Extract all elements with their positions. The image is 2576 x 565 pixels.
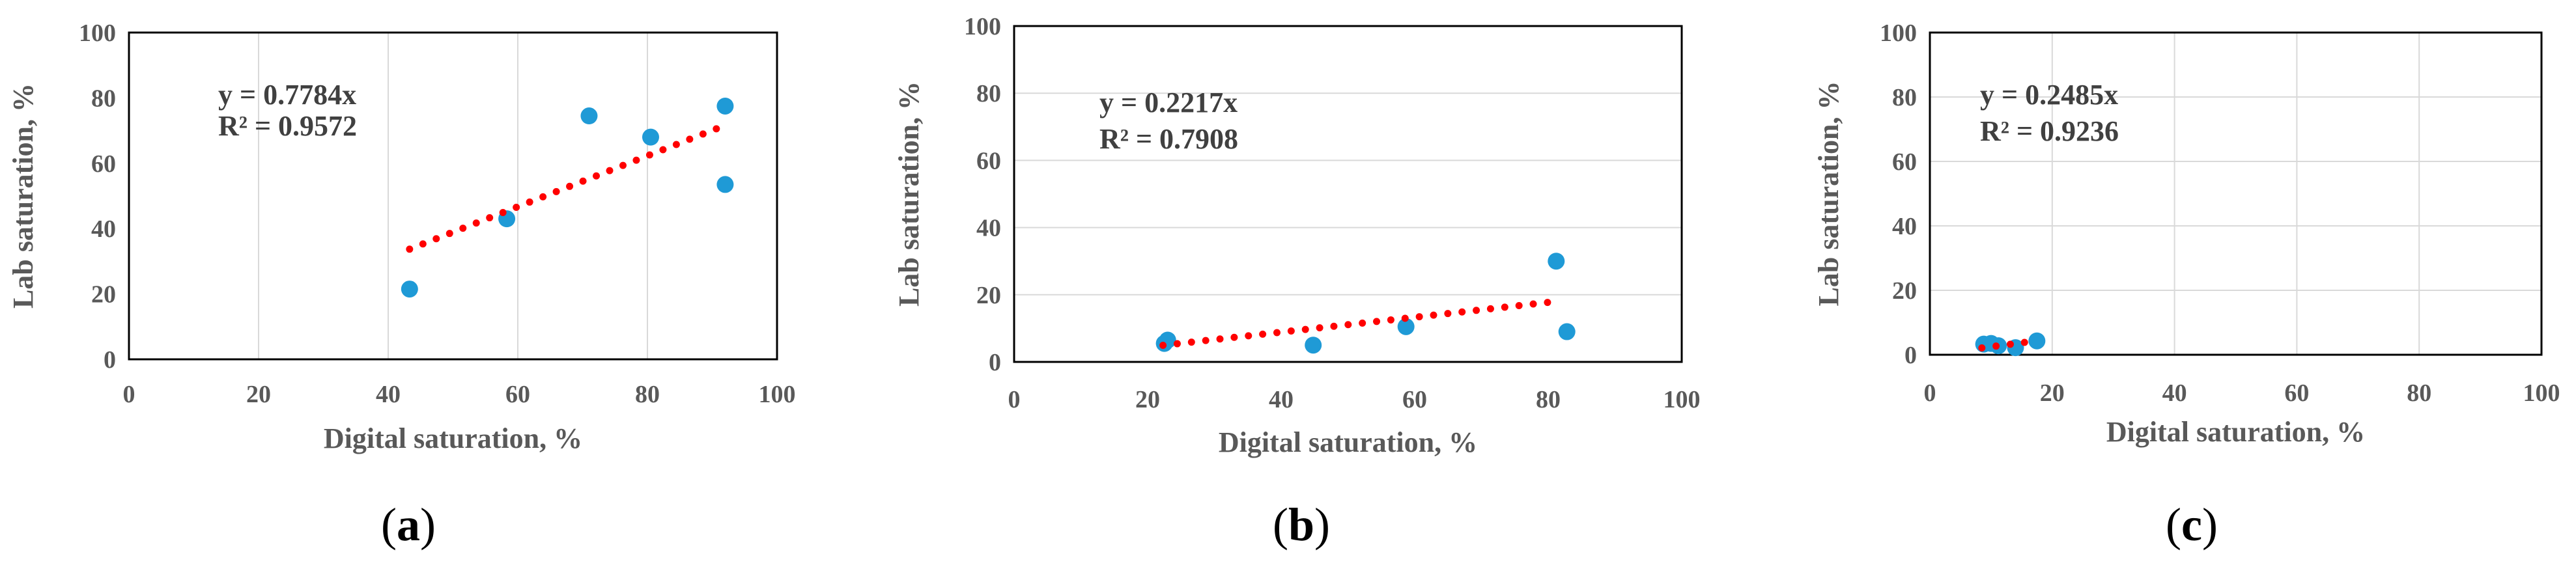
y-tick-label: 80 [1892,84,1917,111]
y-tick-label: 20 [1892,277,1917,305]
y-tick-label: 0 [989,349,1001,376]
x-tick-label: 0 [123,381,135,408]
y-tick-label: 40 [1892,213,1917,240]
y-tick-label: 0 [1904,342,1917,369]
data-point [1397,318,1415,335]
trend-equation: y = 0.7784x [218,79,356,111]
y-tick-label: 60 [1892,148,1917,176]
chart-panel-a: 0 20 40 60 80 100 0 20 40 60 80 100 Digital saturati… [7,20,796,551]
x-tick-label: 20 [246,381,271,408]
data-point [401,281,418,298]
x-tick-label: 80 [1536,386,1561,413]
chart-panel-b: 0 20 40 60 80 100 0 20 40 60 80 100 Digital saturati… [893,13,1701,551]
panel-caption-letter: a [397,499,420,551]
x-tick-label: 80 [2407,379,2431,407]
panel-caption-letter: b [1288,499,1314,551]
panel-caption-letter: c [2181,499,2202,551]
data-point [2028,332,2046,350]
x-tick-label: 60 [505,381,530,408]
x-tick-label: 100 [1663,386,1701,413]
trend-r2: R² = 0.9572 [218,110,357,142]
trendline [1159,297,1565,349]
y-tick-label: 60 [91,150,116,178]
data-point [716,97,734,115]
data-point [1305,337,1322,354]
x-tick-label: 80 [635,381,660,408]
x-tick-label: 40 [376,381,401,408]
x-tick-label: 0 [1924,379,1936,407]
y-tick-label: 40 [91,215,116,243]
chart-panel-c: 0 20 40 60 80 100 0 20 40 60 80 100 Digital saturati… [1813,20,2560,551]
data-point [642,128,659,146]
panel-caption: (b) [1273,499,1330,551]
data-point [580,107,598,125]
plot-area-frame [1929,31,2543,356]
y-tick-label: 20 [91,281,116,309]
x-tick-label: 100 [759,381,796,408]
x-axis-title: Digital saturation, % [1219,426,1477,458]
trend-equation: y = 0.2485x [1980,79,2118,111]
y-tick-label: 80 [91,85,116,112]
x-axis-title: Digital saturation, % [2106,416,2365,448]
y-tick-label: 80 [976,80,1001,107]
y-tick-label: 100 [964,13,1001,40]
y-axis-title: Lab saturation, % [1813,81,1845,307]
y-tick-label: 100 [79,20,116,47]
panel-caption: (c) [2166,499,2218,551]
x-axis-title: Digital saturation, % [324,422,582,454]
data-point [1558,323,1576,340]
y-tick-label: 40 [976,215,1001,242]
y-axis-title: Lab saturation, % [7,83,39,309]
x-tick-label: 60 [1402,386,1427,413]
trend-r2: R² = 0.7908 [1099,123,1238,155]
x-tick-label: 40 [2162,379,2187,407]
x-tick-label: 100 [2523,379,2560,407]
y-tick-label: 100 [1880,20,1917,47]
x-tick-label: 20 [2040,379,2065,407]
trendline [406,122,729,253]
trendline [1978,337,2041,352]
data-point [716,176,734,193]
x-tick-label: 60 [2284,379,2309,407]
x-tick-label: 0 [1008,386,1021,413]
trend-r2: R² = 0.9236 [1980,115,2119,147]
y-tick-label: 0 [104,346,116,374]
y-axis-title: Lab saturation, % [893,81,925,307]
x-tick-label: 20 [1135,386,1160,413]
x-tick-label: 40 [1269,386,1294,413]
plot-area-frame [1013,25,1683,363]
plot-area-frame [128,31,778,361]
panel-caption: (a) [381,499,436,551]
y-tick-label: 20 [976,282,1001,309]
y-tick-label: 60 [976,147,1001,174]
trend-equation: y = 0.2217x [1099,87,1238,118]
data-point [1548,253,1565,270]
